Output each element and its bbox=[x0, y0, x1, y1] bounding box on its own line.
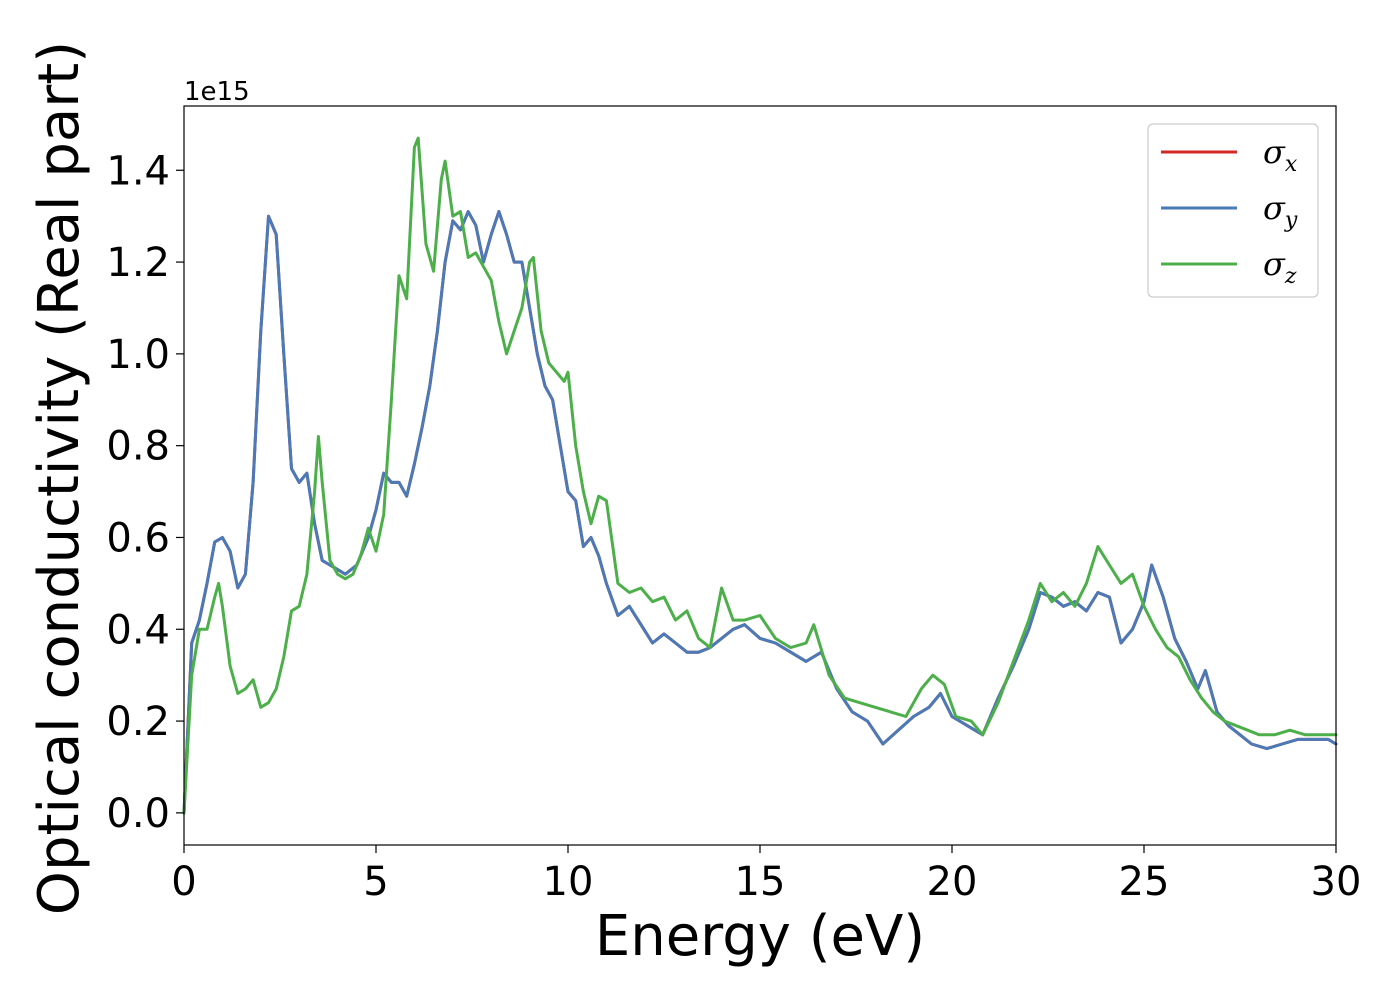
x-tick-label: 30 bbox=[1311, 859, 1362, 905]
y-tick-label: 0.2 bbox=[106, 699, 170, 745]
series-line-y bbox=[182, 210, 1338, 815]
y-axis: 0.0 0.2 0.4 0.6 0.8 1.0 1.2 1.4 bbox=[106, 148, 184, 837]
y-tick-label: 0.8 bbox=[106, 424, 170, 470]
y-tick-label: 0.6 bbox=[106, 515, 170, 561]
x-axis-title: Energy (eV) bbox=[595, 904, 925, 969]
series-line-x bbox=[182, 210, 1338, 815]
y-axis-title: Optical conductivity (Real part) bbox=[27, 41, 92, 915]
x-tick-label: 0 bbox=[171, 859, 196, 905]
x-tick-label: 15 bbox=[735, 859, 786, 905]
x-tick-label: 5 bbox=[363, 859, 388, 905]
legend-subscript: y bbox=[1284, 208, 1298, 233]
y-tick-label: 1.2 bbox=[106, 240, 170, 286]
x-axis: 0 5 10 15 20 25 30 bbox=[171, 845, 1361, 905]
x-tick-label: 10 bbox=[543, 859, 594, 905]
y-tick-label: 0.0 bbox=[106, 791, 170, 837]
y-offset-text: 1e15 bbox=[184, 77, 250, 107]
y-tick-label: 0.4 bbox=[106, 607, 170, 653]
legend-subscript: x bbox=[1285, 152, 1298, 177]
series-layer bbox=[182, 136, 1338, 815]
y-tick-label: 1.0 bbox=[106, 332, 170, 378]
legend-box bbox=[1147, 123, 1319, 298]
x-tick-label: 25 bbox=[1119, 859, 1170, 905]
y-tick-label: 1.4 bbox=[106, 148, 170, 194]
legend-subscript: z bbox=[1284, 264, 1297, 289]
x-tick-label: 20 bbox=[927, 859, 978, 905]
series-line-z bbox=[182, 136, 1338, 815]
